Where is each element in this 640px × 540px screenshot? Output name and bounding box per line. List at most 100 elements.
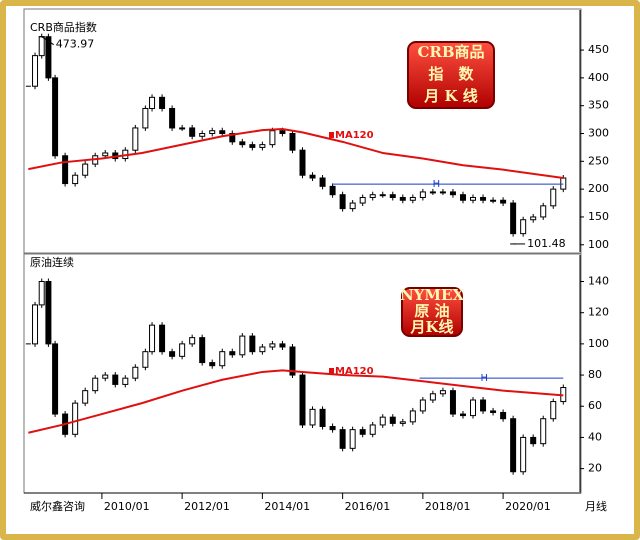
candle	[540, 418, 547, 445]
candle	[429, 393, 436, 401]
candle	[179, 343, 186, 357]
ma-label: MA120	[335, 366, 374, 377]
candle	[359, 196, 366, 204]
candle	[289, 346, 296, 376]
candle	[149, 324, 156, 353]
candle	[219, 130, 226, 135]
candle	[38, 36, 45, 57]
candle	[38, 281, 45, 306]
y-tick-label: 80	[588, 368, 602, 381]
y-tick-label: 450	[588, 43, 609, 56]
candle	[209, 362, 216, 367]
candle	[530, 436, 537, 445]
candle	[45, 36, 52, 79]
candle	[209, 130, 216, 135]
badge	[401, 287, 463, 337]
candle	[299, 149, 306, 176]
y-tick-label: 20	[588, 462, 602, 475]
candle	[259, 346, 266, 353]
y-tick-label: 60	[588, 399, 602, 412]
candle	[219, 351, 226, 367]
candle	[379, 416, 386, 426]
ma-line	[28, 128, 564, 179]
badge-text: 月 K 线	[423, 87, 477, 105]
annotation-leader	[41, 36, 54, 46]
annotation: 101.48	[527, 237, 566, 250]
y-tick-label: 250	[588, 154, 609, 167]
candle	[92, 377, 99, 392]
candle	[269, 343, 276, 348]
candle	[279, 343, 286, 348]
candle	[122, 377, 129, 385]
panel-title: 原油连续	[30, 255, 74, 269]
candle	[249, 335, 256, 353]
candle	[52, 77, 59, 157]
candle	[32, 55, 39, 87]
candle	[169, 351, 176, 357]
candle	[239, 335, 246, 356]
candle	[62, 155, 69, 185]
candle	[309, 408, 316, 426]
candle	[550, 188, 557, 207]
y-tick-label: 140	[588, 275, 609, 288]
candle	[369, 424, 376, 435]
y-tick-label: 120	[588, 306, 609, 319]
candle	[52, 343, 59, 415]
candle	[409, 410, 416, 423]
candle	[259, 144, 266, 148]
candle	[429, 191, 436, 194]
candle	[520, 219, 527, 235]
x-tick-label: 2018/01	[425, 500, 471, 513]
annotation: 473.97	[56, 38, 95, 51]
candle	[249, 144, 256, 148]
candle	[169, 107, 176, 129]
candle	[159, 324, 166, 353]
y-tick-label: 400	[588, 71, 609, 84]
candle	[500, 199, 507, 204]
candle	[132, 366, 139, 379]
candle	[279, 130, 286, 135]
candle	[369, 194, 376, 198]
candle	[439, 191, 446, 194]
candle	[329, 426, 336, 431]
candle	[189, 337, 196, 345]
candle	[112, 374, 119, 385]
candle	[349, 429, 356, 449]
candle	[470, 399, 477, 417]
candle	[560, 177, 567, 190]
candle	[72, 174, 79, 185]
badge	[407, 41, 495, 109]
candle	[339, 429, 346, 449]
candle	[199, 133, 206, 137]
badge-text: NYMEX	[400, 286, 464, 304]
candle	[389, 416, 396, 424]
candle	[32, 304, 39, 345]
candle	[132, 127, 139, 151]
candle	[142, 107, 149, 129]
period: 月线	[585, 499, 607, 513]
candle	[319, 177, 326, 187]
candle	[82, 163, 89, 176]
candle	[490, 410, 497, 413]
candle	[379, 194, 386, 197]
ma-marker	[329, 368, 334, 374]
candle	[339, 194, 346, 210]
candle	[229, 351, 236, 356]
candle	[480, 196, 487, 201]
candle	[159, 96, 166, 109]
badge-text: CRB商品	[417, 43, 484, 61]
panel-frame	[23, 8, 582, 254]
candle	[419, 191, 426, 198]
candle	[550, 401, 557, 420]
candle	[399, 196, 406, 201]
candle	[359, 429, 366, 435]
candle	[179, 127, 186, 130]
x-tick-label: 2010/01	[104, 500, 150, 513]
panel-title: CRB商品指数	[30, 20, 97, 34]
x-tick-label: 2016/01	[345, 500, 391, 513]
y-tick-label: 40	[588, 430, 602, 443]
candle	[229, 133, 236, 143]
candle	[449, 191, 456, 196]
candle	[459, 194, 466, 201]
source: 威尔鑫咨询	[30, 499, 85, 513]
